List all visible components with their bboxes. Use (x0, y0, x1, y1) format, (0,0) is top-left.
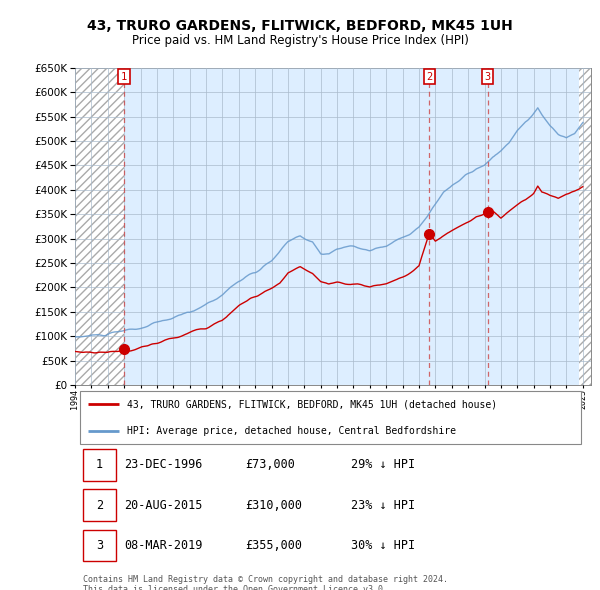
Text: £73,000: £73,000 (245, 458, 295, 471)
Text: 1: 1 (121, 71, 127, 81)
Text: 1: 1 (96, 458, 103, 471)
Text: 23% ↓ HPI: 23% ↓ HPI (351, 499, 415, 512)
Text: 43, TRURO GARDENS, FLITWICK, BEDFORD, MK45 1UH: 43, TRURO GARDENS, FLITWICK, BEDFORD, MK… (87, 19, 513, 33)
Text: £355,000: £355,000 (245, 539, 302, 552)
FancyBboxPatch shape (83, 449, 116, 481)
Text: Price paid vs. HM Land Registry's House Price Index (HPI): Price paid vs. HM Land Registry's House … (131, 34, 469, 47)
Text: 30% ↓ HPI: 30% ↓ HPI (351, 539, 415, 552)
Text: 3: 3 (485, 71, 491, 81)
Text: 3: 3 (96, 539, 103, 552)
Text: Contains HM Land Registry data © Crown copyright and database right 2024.
This d: Contains HM Land Registry data © Crown c… (83, 575, 448, 590)
Text: 43, TRURO GARDENS, FLITWICK, BEDFORD, MK45 1UH (detached house): 43, TRURO GARDENS, FLITWICK, BEDFORD, MK… (127, 399, 497, 409)
Text: £310,000: £310,000 (245, 499, 302, 512)
Text: 23-DEC-1996: 23-DEC-1996 (124, 458, 202, 471)
Text: HPI: Average price, detached house, Central Bedfordshire: HPI: Average price, detached house, Cent… (127, 426, 455, 436)
Text: 20-AUG-2015: 20-AUG-2015 (124, 499, 202, 512)
Text: 2: 2 (426, 71, 433, 81)
Text: 08-MAR-2019: 08-MAR-2019 (124, 539, 202, 552)
FancyBboxPatch shape (83, 530, 116, 561)
FancyBboxPatch shape (80, 391, 581, 444)
FancyBboxPatch shape (83, 489, 116, 521)
Text: 2: 2 (96, 499, 103, 512)
Text: 29% ↓ HPI: 29% ↓ HPI (351, 458, 415, 471)
